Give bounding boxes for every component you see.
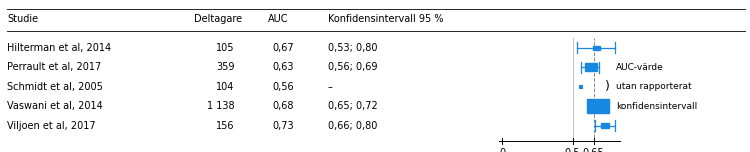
Text: 0,65: 0,65 <box>583 148 604 152</box>
Text: 0,67: 0,67 <box>272 43 294 53</box>
Text: 0,66; 0,80: 0,66; 0,80 <box>328 121 377 131</box>
Text: 0,53; 0,80: 0,53; 0,80 <box>328 43 377 53</box>
Text: AUC: AUC <box>268 14 289 24</box>
Text: 105: 105 <box>216 43 235 53</box>
Text: Schmidt et al, 2005: Schmidt et al, 2005 <box>8 82 104 92</box>
Text: Viljoen et al, 2017: Viljoen et al, 2017 <box>8 121 96 131</box>
Text: 156: 156 <box>216 121 235 131</box>
Text: –: – <box>328 82 332 92</box>
Text: Deltagare: Deltagare <box>194 14 242 24</box>
Text: Studie: Studie <box>8 14 38 24</box>
Text: 0,56; 0,69: 0,56; 0,69 <box>328 62 377 72</box>
Text: Perrault et al, 2017: Perrault et al, 2017 <box>8 62 102 72</box>
Text: 0,56: 0,56 <box>272 82 294 92</box>
Text: Vaswani et al, 2014: Vaswani et al, 2014 <box>8 101 104 111</box>
Bar <box>601 123 609 128</box>
Text: AUC-värde: AUC-värde <box>616 63 664 72</box>
Text: Hilterman et al, 2014: Hilterman et al, 2014 <box>8 43 112 53</box>
Text: Konfidensintervall 95 %: Konfidensintervall 95 % <box>328 14 443 24</box>
Text: konfidensintervall: konfidensintervall <box>616 102 698 111</box>
Text: 359: 359 <box>216 62 235 72</box>
Text: 0,65; 0,72: 0,65; 0,72 <box>328 101 377 111</box>
Text: 104: 104 <box>216 82 235 92</box>
Text: 0,63: 0,63 <box>273 62 294 72</box>
Text: utan rapporterat: utan rapporterat <box>616 82 692 91</box>
Bar <box>584 63 597 71</box>
Text: 0,5: 0,5 <box>565 148 580 152</box>
Text: ): ) <box>604 80 610 93</box>
Bar <box>586 99 609 113</box>
Text: 1 138: 1 138 <box>207 101 235 111</box>
Text: 0,68: 0,68 <box>273 101 294 111</box>
Text: 0,73: 0,73 <box>272 121 294 131</box>
Bar <box>593 46 600 50</box>
Text: 0: 0 <box>500 148 506 152</box>
